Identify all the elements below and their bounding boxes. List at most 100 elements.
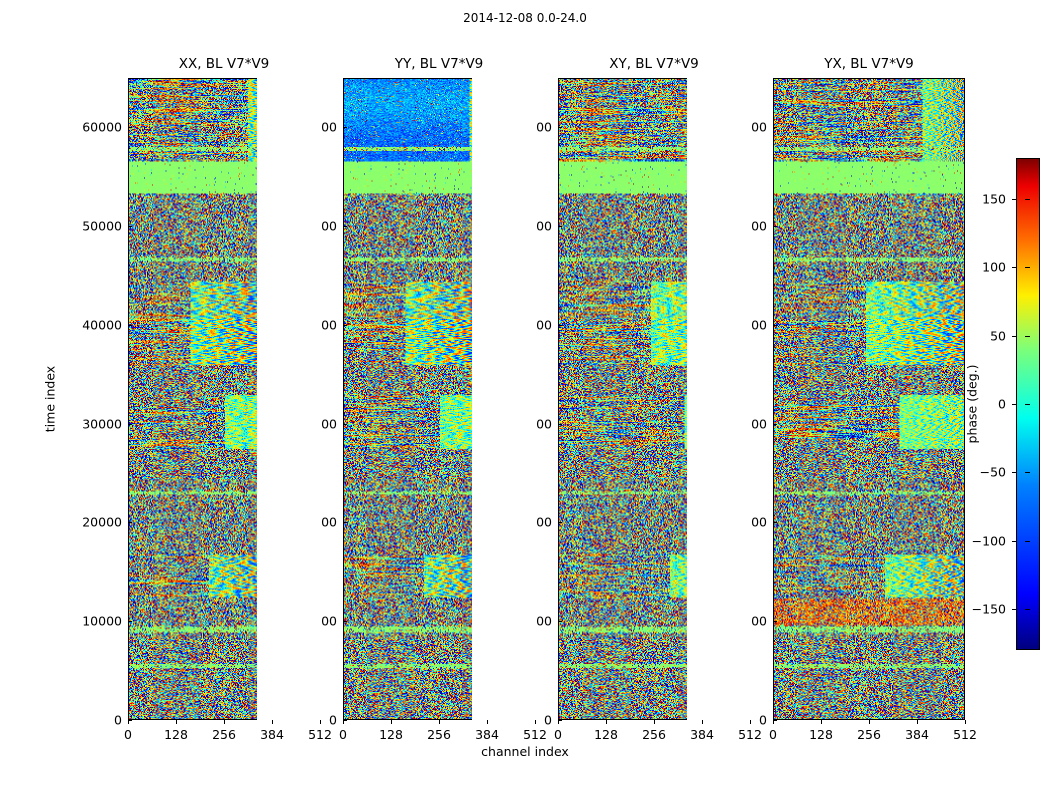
y-tickmark: [773, 522, 777, 524]
colorbar-tickmark-inner: [1025, 267, 1030, 269]
x-tick-label: 512: [953, 727, 977, 742]
y-tickmark: [558, 324, 562, 326]
panel-title-xx: XX, BL V7*V9: [178, 56, 270, 72]
y-tickmark: [773, 720, 777, 721]
colorbar-tickmark: [1012, 199, 1016, 200]
y-tick-label: 0: [329, 712, 337, 728]
panel-title-yy: YY, BL V7*V9: [394, 56, 484, 72]
colorbar-tickmark: [1012, 335, 1016, 337]
y-tickmark: [343, 423, 347, 425]
y-tick-label: 0: [544, 712, 552, 728]
colorbar-tickmark: [1012, 472, 1016, 474]
x-tickmark: [343, 720, 344, 724]
colorbar-tickmark-inner: [1025, 540, 1030, 542]
x-tickmark: [702, 720, 703, 724]
y-tickmark: [558, 621, 562, 623]
y-tick-label: 10000: [82, 613, 122, 629]
y-tick-label: 40000: [82, 317, 122, 333]
x-tick-label: 384: [260, 727, 284, 742]
y-tickmark: [128, 522, 132, 524]
y-tickmark: [343, 720, 347, 721]
colorbar-tickmark: [1012, 267, 1016, 269]
x-tick-label: 512: [308, 727, 332, 742]
colorbar-tickmark-inner: [1025, 472, 1030, 474]
colorbar-tick-label: −150: [971, 601, 1006, 617]
y-tickmark: [773, 324, 777, 326]
waterfall-panel-yx[interactable]: [773, 78, 965, 720]
y-axis-label: time index: [42, 365, 58, 433]
y-tickmark: [343, 226, 347, 228]
x-tickmark: [391, 720, 392, 724]
x-axis-label: channel index: [481, 744, 569, 759]
colorbar-tickmark: [1012, 404, 1016, 405]
y-tickmark: [128, 324, 132, 326]
y-tickmark: [343, 522, 347, 524]
y-tick-label: 20000: [82, 514, 122, 530]
y-tickmark: [128, 621, 132, 623]
y-tick-label: 30000: [82, 416, 122, 432]
x-tickmark: [654, 720, 655, 724]
colorbar-tickmark: [1012, 540, 1016, 542]
y-tickmark: [558, 720, 562, 721]
colorbar-tickmark: [1012, 609, 1016, 610]
tick-label-clip-mask: [472, 78, 536, 720]
colorbar-label: phase (deg.): [964, 364, 980, 444]
x-tick-label: 0: [124, 727, 132, 742]
y-tickmark: [343, 621, 347, 623]
y-tickmark: [343, 127, 347, 129]
y-tickmark: [128, 423, 132, 425]
colorbar-tick-label: −50: [979, 464, 1006, 480]
y-tickmark: [558, 423, 562, 425]
colorbar-tick-label: 150: [982, 191, 1006, 207]
x-tick-label: 512: [523, 727, 547, 742]
colorbar-tickmark-inner: [1025, 335, 1030, 337]
x-tick-label: 384: [905, 727, 929, 742]
x-tickmark: [535, 720, 536, 724]
x-tickmark: [869, 720, 870, 724]
x-tick-label: 128: [594, 727, 618, 742]
colorbar-tickmark-inner: [1025, 199, 1030, 200]
panel-title-yx: YX, BL V7*V9: [824, 56, 914, 72]
y-tick-label: 50000: [82, 218, 122, 234]
y-tickmark: [773, 621, 777, 623]
x-tick-label: 0: [769, 727, 777, 742]
y-tick-label: 0: [114, 712, 122, 728]
figure-suptitle: 2014-12-08 0.0-24.0: [463, 11, 587, 25]
x-tickmark: [487, 720, 488, 724]
x-tickmark: [320, 720, 321, 724]
y-tickmark: [773, 127, 777, 129]
y-tickmark: [558, 226, 562, 228]
x-tickmark: [176, 720, 177, 724]
tick-label-clip-mask: [687, 78, 751, 720]
y-tickmark: [128, 720, 132, 721]
x-tick-label: 512: [738, 727, 762, 742]
x-tickmark: [821, 720, 822, 724]
y-tickmark: [128, 226, 132, 228]
x-tick-label: 128: [164, 727, 188, 742]
y-tickmark: [128, 127, 132, 129]
y-tick-label: 60000: [82, 119, 122, 135]
x-tickmark: [128, 720, 129, 724]
x-tickmark: [965, 720, 966, 724]
y-tickmark: [773, 226, 777, 228]
y-tickmark: [343, 324, 347, 326]
x-tick-label: 256: [427, 727, 451, 742]
x-tick-label: 128: [379, 727, 403, 742]
x-tick-label: 256: [857, 727, 881, 742]
x-tick-label: 128: [809, 727, 833, 742]
tick-label-clip-mask: [257, 78, 321, 720]
y-tickmark: [558, 522, 562, 524]
x-tickmark: [558, 720, 559, 724]
y-tickmark: [773, 423, 777, 425]
x-tickmark: [917, 720, 918, 724]
y-tick-label: 0: [759, 712, 767, 728]
y-tickmark: [558, 127, 562, 129]
x-tickmark: [750, 720, 751, 724]
x-tickmark: [224, 720, 225, 724]
panel-title-xy: XY, BL V7*V9: [609, 56, 699, 72]
x-tick-label: 384: [690, 727, 714, 742]
x-tickmark: [773, 720, 774, 724]
colorbar-tick-label: 50: [990, 328, 1006, 344]
x-tick-label: 256: [642, 727, 666, 742]
